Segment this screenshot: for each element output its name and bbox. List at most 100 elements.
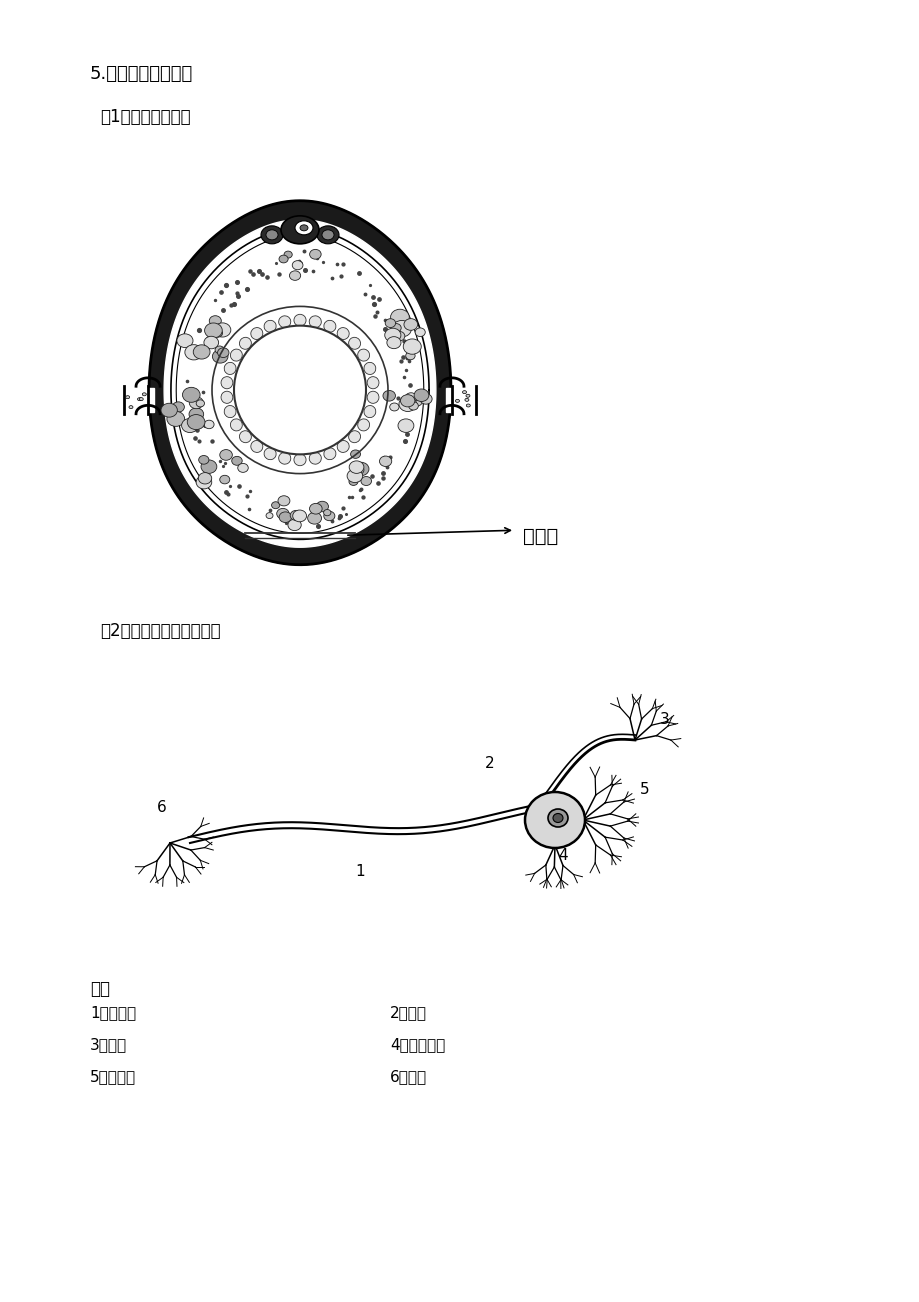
Polygon shape (149, 201, 450, 565)
Ellipse shape (391, 320, 411, 337)
Ellipse shape (278, 496, 289, 506)
Ellipse shape (230, 349, 242, 361)
Ellipse shape (364, 405, 375, 418)
Ellipse shape (391, 323, 401, 332)
Ellipse shape (403, 319, 417, 331)
Polygon shape (446, 388, 474, 413)
Ellipse shape (466, 404, 470, 408)
Ellipse shape (357, 419, 369, 431)
Ellipse shape (295, 221, 312, 234)
Text: 4: 4 (558, 848, 567, 862)
Ellipse shape (419, 393, 432, 404)
Ellipse shape (212, 329, 222, 337)
Ellipse shape (399, 397, 416, 411)
Ellipse shape (251, 328, 263, 340)
Ellipse shape (142, 393, 146, 396)
Ellipse shape (212, 350, 228, 363)
Ellipse shape (188, 408, 203, 421)
Text: 1: 1 (355, 865, 365, 879)
Ellipse shape (237, 464, 248, 473)
Ellipse shape (129, 406, 133, 409)
Ellipse shape (292, 510, 306, 522)
Ellipse shape (350, 450, 360, 458)
Ellipse shape (239, 431, 251, 443)
Ellipse shape (185, 345, 202, 359)
Ellipse shape (525, 792, 584, 848)
Ellipse shape (271, 501, 279, 509)
Ellipse shape (204, 323, 222, 339)
Ellipse shape (317, 225, 338, 243)
Ellipse shape (215, 346, 224, 354)
Ellipse shape (166, 411, 185, 426)
Ellipse shape (398, 419, 414, 432)
Ellipse shape (390, 404, 399, 411)
Ellipse shape (300, 225, 308, 230)
Ellipse shape (455, 400, 459, 402)
Ellipse shape (193, 345, 210, 359)
Text: 3: 3 (660, 712, 669, 728)
Text: 6：端从: 6：端从 (390, 1069, 426, 1085)
Ellipse shape (289, 510, 301, 521)
Ellipse shape (414, 389, 428, 401)
Ellipse shape (137, 397, 142, 401)
Ellipse shape (139, 397, 143, 401)
Ellipse shape (181, 418, 198, 432)
Ellipse shape (404, 393, 416, 404)
Text: 5.请标注以下图片？: 5.请标注以下图片？ (90, 65, 193, 83)
Ellipse shape (264, 448, 276, 460)
Ellipse shape (349, 461, 364, 474)
Ellipse shape (364, 362, 375, 375)
Ellipse shape (405, 352, 414, 359)
Ellipse shape (309, 452, 321, 465)
Ellipse shape (292, 260, 302, 270)
Ellipse shape (217, 348, 229, 358)
Ellipse shape (278, 316, 290, 328)
Ellipse shape (462, 391, 466, 393)
Ellipse shape (379, 456, 391, 466)
Ellipse shape (199, 456, 209, 465)
Text: 2：侧枝: 2：侧枝 (390, 1005, 426, 1019)
Ellipse shape (357, 349, 369, 361)
Polygon shape (164, 220, 436, 547)
Ellipse shape (204, 336, 219, 349)
Ellipse shape (284, 251, 292, 258)
Ellipse shape (348, 337, 360, 349)
Ellipse shape (360, 477, 371, 486)
Ellipse shape (172, 402, 184, 413)
Ellipse shape (233, 326, 366, 454)
Ellipse shape (408, 402, 418, 410)
Ellipse shape (264, 320, 276, 332)
Ellipse shape (307, 512, 321, 525)
Ellipse shape (294, 454, 306, 466)
Ellipse shape (309, 316, 321, 328)
Text: 2: 2 (484, 756, 494, 772)
Ellipse shape (187, 414, 205, 430)
Ellipse shape (322, 230, 334, 240)
Ellipse shape (220, 475, 230, 484)
Text: 5：树状突: 5：树状突 (90, 1069, 136, 1085)
Ellipse shape (348, 478, 357, 486)
Ellipse shape (251, 440, 263, 452)
Ellipse shape (204, 421, 214, 428)
Text: 4：神经细胞: 4：神经细胞 (390, 1036, 445, 1052)
Ellipse shape (261, 225, 283, 243)
Ellipse shape (414, 328, 425, 336)
Ellipse shape (288, 519, 301, 531)
Ellipse shape (323, 448, 335, 460)
Ellipse shape (294, 314, 306, 326)
Ellipse shape (387, 333, 398, 342)
Ellipse shape (393, 331, 404, 341)
Ellipse shape (346, 469, 362, 483)
Ellipse shape (221, 376, 233, 389)
Polygon shape (125, 388, 153, 413)
Ellipse shape (189, 397, 203, 409)
Ellipse shape (182, 387, 200, 402)
Ellipse shape (278, 452, 290, 465)
Text: （1）神经索位置：: （1）神经索位置： (100, 108, 190, 126)
Ellipse shape (403, 339, 421, 354)
Ellipse shape (465, 395, 470, 397)
Ellipse shape (161, 404, 177, 417)
Ellipse shape (224, 405, 236, 418)
Ellipse shape (289, 271, 301, 280)
Text: 1：轴状突: 1：轴状突 (90, 1005, 136, 1019)
